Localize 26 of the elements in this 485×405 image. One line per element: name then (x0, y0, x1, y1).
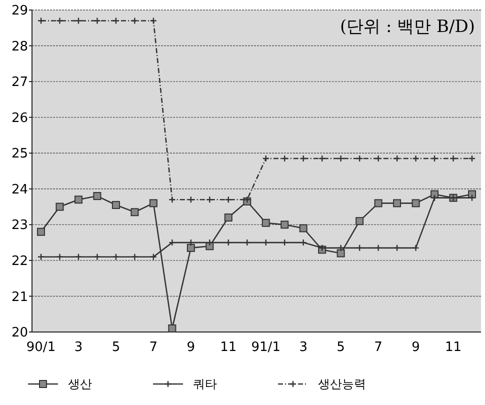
y-tick-label: 26 (11, 110, 28, 126)
x-tick-label: 7 (149, 340, 158, 355)
y-tick-label: 27 (11, 75, 28, 90)
annotation: (단위 : 백만 B/D) (340, 17, 475, 37)
x-tick-label: 5 (112, 340, 120, 355)
x-tick-label: 5 (336, 340, 345, 355)
y-tick-label: 28 (11, 39, 28, 54)
y-tick-label: 24 (11, 182, 28, 198)
legend-label: 쿼타 (193, 377, 217, 392)
x-tick-label: 11 (444, 340, 462, 355)
y-tick-label: 29 (11, 4, 28, 19)
x-tick-label: 90/1 (26, 340, 56, 355)
x-tick-label: 11 (220, 340, 237, 355)
legend-label: 생산능력 (318, 377, 366, 392)
legend-label: 생산 (68, 377, 92, 392)
x-tick-label: 9 (186, 340, 196, 355)
x-tick-label: 91/1 (251, 340, 280, 355)
y-tick-label: 22 (11, 254, 28, 269)
x-tick-label: 7 (374, 340, 382, 355)
x-tick-label: 3 (299, 340, 308, 355)
y-tick-label: 21 (11, 290, 28, 305)
x-tick-label: 9 (412, 340, 420, 355)
y-tick-label: 23 (11, 218, 28, 234)
x-tick-label: 3 (74, 340, 83, 355)
y-tick-label: 20 (11, 326, 28, 341)
y-tick-label: 25 (11, 146, 28, 162)
